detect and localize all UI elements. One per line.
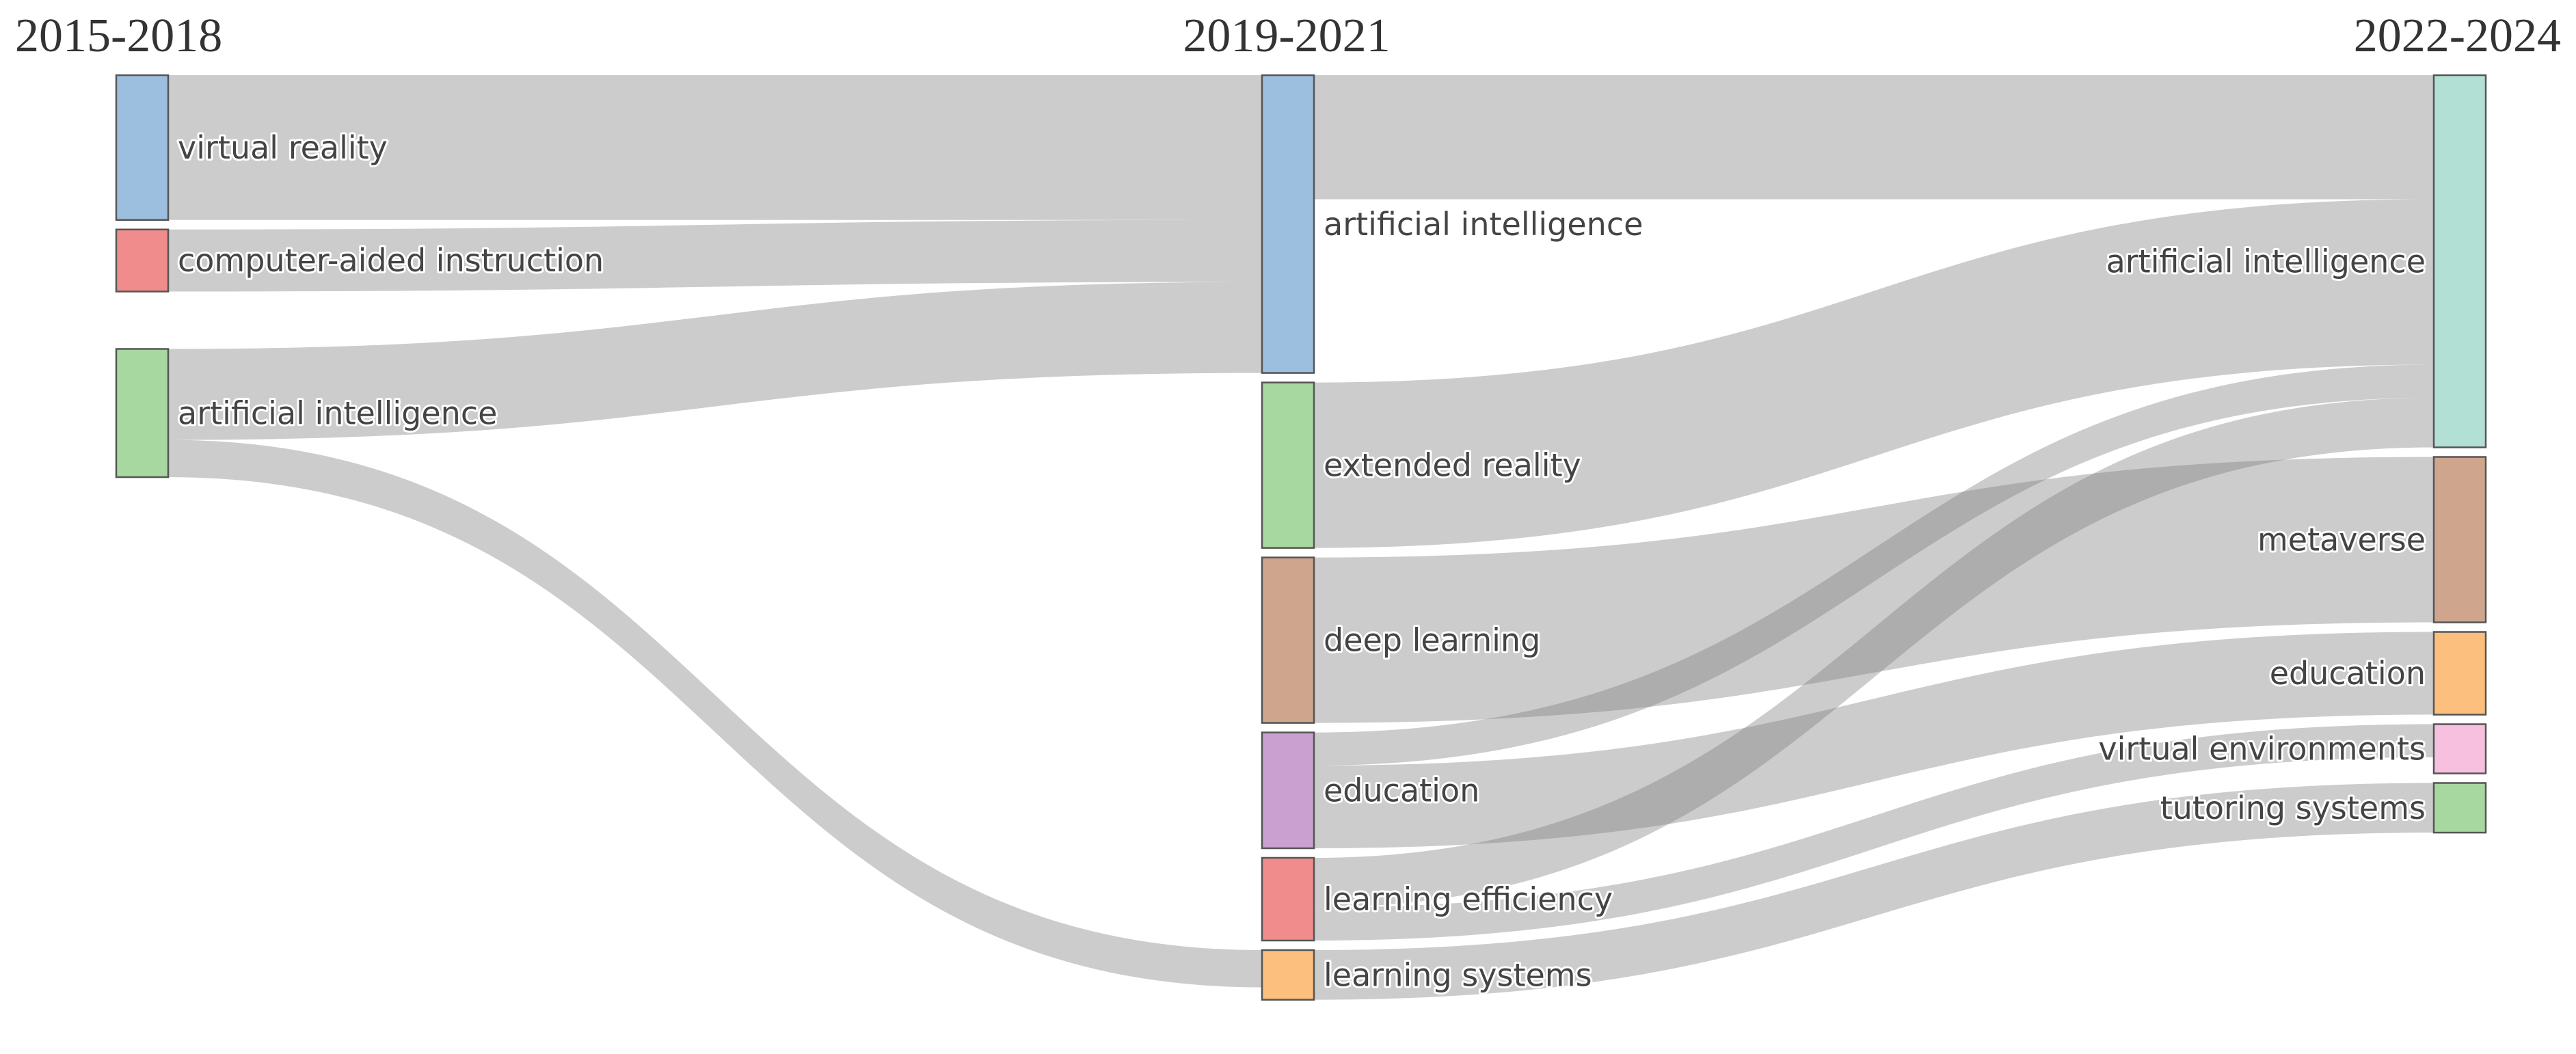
- node-label: computer-aided instruction: [178, 242, 604, 279]
- node-c3[interactable]: education: [2268, 631, 2487, 716]
- node-bar[interactable]: [115, 228, 170, 293]
- node-b3[interactable]: deep learning: [1261, 556, 1542, 724]
- nodes-layer: virtual reality computer-aided instructio…: [115, 74, 2487, 1001]
- link-a3-to-b1[interactable]: [168, 282, 1262, 440]
- node-label: metaverse: [2257, 522, 2426, 558]
- node-c2[interactable]: metaverse: [2255, 456, 2487, 623]
- node-label: artificial intelligence: [1324, 206, 1643, 243]
- node-bar[interactable]: [115, 348, 170, 478]
- node-label: artificial intelligence: [178, 394, 497, 431]
- node-b6[interactable]: learning systems: [1261, 949, 1594, 1001]
- node-b5[interactable]: learning efficiency: [1261, 856, 1615, 942]
- link-b1-to-c1[interactable]: [1314, 75, 2434, 200]
- node-bar[interactable]: [2432, 456, 2487, 623]
- node-label: extended reality: [1324, 447, 1581, 484]
- column-title-2022-2024: 2022-2024: [2354, 10, 2561, 62]
- node-bar[interactable]: [2432, 723, 2487, 774]
- node-b4[interactable]: education: [1261, 731, 1481, 850]
- node-bar[interactable]: [2432, 782, 2487, 834]
- link-b2-to-c1[interactable]: [1314, 199, 2434, 548]
- node-c1[interactable]: artificial intelligence: [2104, 74, 2487, 448]
- column-titles: 2015-2018 2019-2021 2022-2024: [15, 10, 2561, 62]
- node-label: learning systems: [1324, 956, 1592, 993]
- node-label: education: [1324, 772, 1479, 809]
- node-bar[interactable]: [1261, 731, 1315, 850]
- node-bar[interactable]: [1261, 556, 1315, 724]
- node-label: artificial intelligence: [2106, 243, 2426, 280]
- node-label: deep learning: [1324, 622, 1540, 659]
- node-a1[interactable]: virtual reality: [115, 74, 390, 221]
- column-title-2019-2021: 2019-2021: [1183, 10, 1390, 62]
- column-title-2015-2018: 2015-2018: [15, 10, 222, 62]
- node-bar[interactable]: [1261, 949, 1315, 1001]
- node-bar[interactable]: [115, 74, 170, 221]
- node-bar[interactable]: [1261, 856, 1315, 942]
- link-a3-to-b6[interactable]: [168, 440, 1262, 988]
- node-bar[interactable]: [1261, 381, 1315, 549]
- node-b1[interactable]: artificial intelligence: [1261, 74, 1645, 374]
- link-b3-to-c2[interactable]: [1314, 457, 2434, 723]
- link-b6-to-c5[interactable]: [1314, 783, 2434, 1000]
- node-label: education: [2270, 655, 2426, 692]
- links-layer: [168, 75, 2434, 1000]
- link-a1-to-b1[interactable]: [168, 75, 1262, 220]
- node-label: virtual environments: [2098, 731, 2426, 768]
- link-b4-to-c1[interactable]: [1314, 364, 2434, 766]
- link-b5-to-c1[interactable]: [1314, 397, 2434, 908]
- link-a2-to-b1[interactable]: [168, 219, 1262, 292]
- node-c5[interactable]: tutoring systems: [2158, 782, 2487, 834]
- node-bar[interactable]: [1261, 74, 1315, 374]
- node-a2[interactable]: computer-aided instruction: [115, 228, 606, 293]
- node-label: learning efficiency: [1324, 881, 1613, 918]
- node-bar[interactable]: [2432, 74, 2487, 448]
- link-b4-to-c3[interactable]: [1314, 632, 2434, 849]
- node-c4[interactable]: virtual environments: [2096, 723, 2487, 774]
- node-label: virtual reality: [178, 129, 388, 166]
- node-bar[interactable]: [2432, 631, 2487, 716]
- node-b2[interactable]: extended reality: [1261, 381, 1583, 549]
- node-a3[interactable]: artificial intelligence: [115, 348, 499, 478]
- node-label: tutoring systems: [2160, 789, 2426, 826]
- link-b5-to-c4[interactable]: [1314, 724, 2434, 941]
